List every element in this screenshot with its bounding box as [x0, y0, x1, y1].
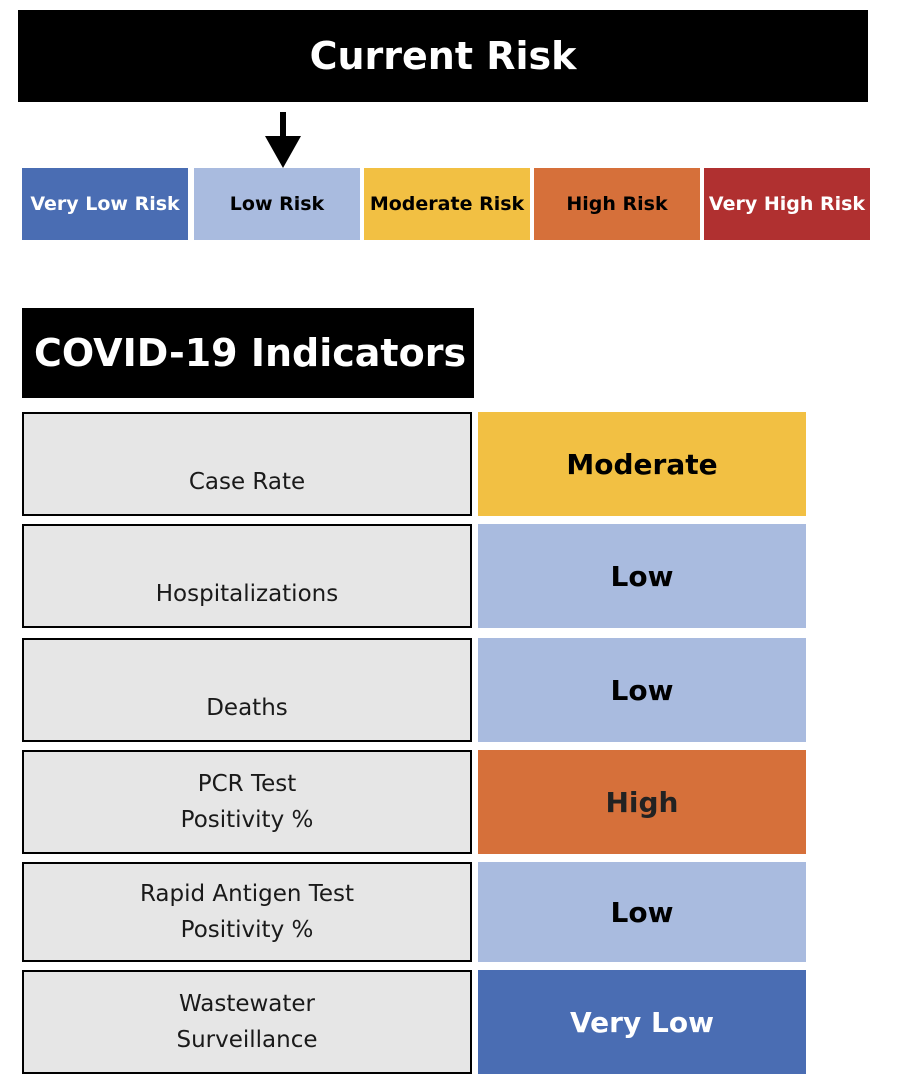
indicator-label-line: Deaths [206, 695, 288, 721]
indicator-level-text: Very Low [570, 1005, 714, 1039]
indicator-level-wastewater: Very Low [478, 970, 806, 1074]
indicator-level-text: High [605, 785, 679, 819]
indicator-label-line: Case Rate [188, 469, 306, 495]
indicator-label-line: Wastewater [178, 991, 316, 1017]
indicator-label-pcr-positivity: PCR Test Positivity % [22, 750, 472, 854]
indicator-label-line: Positivity % [180, 807, 314, 833]
indicator-level-text: Low [610, 559, 674, 593]
risk-level-label: Very High Risk [708, 193, 866, 215]
risk-level-high: High Risk [534, 168, 700, 240]
indicator-label-hospitalizations: Hospitalizations [22, 524, 472, 628]
risk-level-label: Very Low Risk [30, 193, 180, 215]
risk-level-low: Low Risk [194, 168, 360, 240]
risk-level-moderate: Moderate Risk [364, 168, 530, 240]
risk-level-very-low: Very Low Risk [22, 168, 188, 240]
indicator-label-rapid-antigen-positivity: Rapid Antigen Test Positivity % [22, 862, 472, 962]
risk-level-very-high: Very High Risk [704, 168, 870, 240]
indicator-level-pcr-positivity: High [478, 750, 806, 854]
current-risk-title: Current Risk [18, 10, 868, 102]
indicator-level-rapid-antigen-positivity: Low [478, 862, 806, 962]
indicator-label-line: Positivity % [180, 917, 314, 943]
indicator-level-deaths: Low [478, 638, 806, 742]
indicators-title: COVID-19 Indicators [22, 308, 474, 398]
risk-level-label: High Risk [566, 193, 668, 215]
risk-level-label: Low Risk [229, 193, 325, 215]
indicator-label-line: Hospitalizations [155, 581, 339, 607]
arrow-down-icon [265, 112, 301, 168]
indicator-level-text: Moderate [566, 447, 718, 481]
indicator-label-case-rate: Case Rate [22, 412, 472, 516]
indicator-label-line: PCR Test [197, 771, 297, 797]
indicator-label-wastewater: Wastewater Surveillance [22, 970, 472, 1074]
indicator-level-text: Low [610, 673, 674, 707]
indicator-label-line: Rapid Antigen Test [139, 881, 355, 907]
indicator-level-text: Low [610, 895, 674, 929]
risk-level-label: Moderate Risk [369, 193, 525, 215]
indicator-level-hospitalizations: Low [478, 524, 806, 628]
indicator-level-case-rate: Moderate [478, 412, 806, 516]
indicator-label-deaths: Deaths [22, 638, 472, 742]
indicator-label-line: Surveillance [176, 1027, 318, 1053]
